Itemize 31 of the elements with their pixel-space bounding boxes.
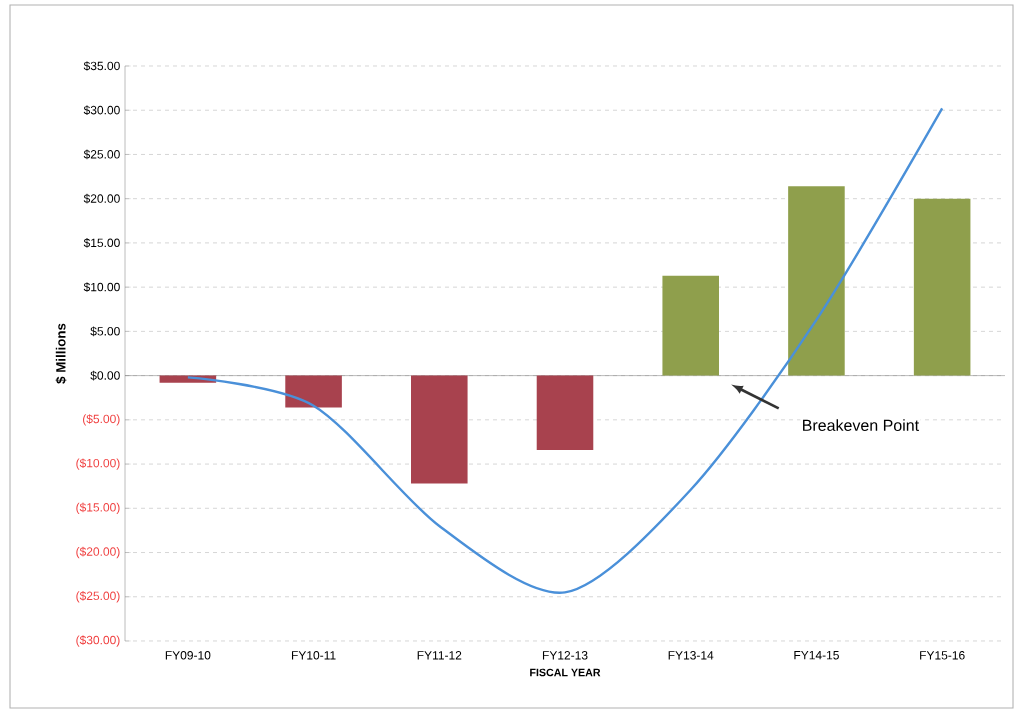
y-tick-label: $35.00 xyxy=(83,61,120,71)
bar xyxy=(662,275,719,376)
x-tick-label: FY10-11 xyxy=(291,651,336,660)
x-tick-label: FY15-16 xyxy=(920,651,965,660)
x-tick-label: FY13-14 xyxy=(668,651,714,660)
annotation: Breakeven Point xyxy=(803,419,919,432)
y-tick-label: ($20.00) xyxy=(76,546,120,559)
y-tick-label: $0.00 xyxy=(90,370,120,381)
y-tick-label: ($30.00) xyxy=(76,635,120,647)
y-tick-label: $5.00 xyxy=(90,326,120,337)
y-tick-label: ($25.00) xyxy=(76,591,120,603)
y-tick-label: $30.00 xyxy=(83,105,120,116)
x-tick-label: FY12-13 xyxy=(542,651,588,660)
x-tick-label: FY11-12 xyxy=(417,651,462,660)
bar xyxy=(285,375,342,408)
bar xyxy=(536,375,594,450)
y-tick-label: $20.00 xyxy=(83,193,120,204)
x-axis-title: FISCAL YEAR xyxy=(530,668,601,677)
y-tick-label: ($10.00) xyxy=(76,458,120,470)
bar xyxy=(411,375,468,484)
x-tick-label: FY14-15 xyxy=(794,651,839,660)
line-series xyxy=(186,107,944,594)
x-tick-label: FY09-10 xyxy=(165,651,211,660)
y-axis-title: $ Millions xyxy=(55,323,67,384)
bar xyxy=(788,186,845,376)
bar xyxy=(913,198,971,376)
y-tick-label: ($15.00) xyxy=(76,502,120,514)
y-tick-label: ($5.00) xyxy=(83,414,120,426)
y-tick-label: $15.00 xyxy=(83,238,120,248)
y-tick-label: $25.00 xyxy=(83,149,120,160)
y-tick-label: $10.00 xyxy=(83,282,120,293)
